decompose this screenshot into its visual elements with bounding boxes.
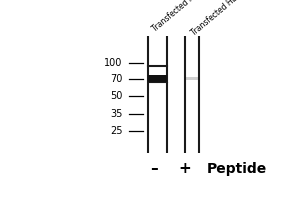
Text: –: – [150,161,158,176]
Bar [186,77,198,80]
Text: 100: 100 [104,58,122,68]
Text: 50: 50 [110,91,122,101]
Text: Transfected HEK-293: Transfected HEK-293 [190,0,256,37]
Text: 25: 25 [110,126,122,136]
Bar [148,75,167,82]
Text: Peptide: Peptide [207,162,268,176]
Text: 70: 70 [110,74,122,84]
Text: Transfected HEK-293: Transfected HEK-293 [150,0,217,34]
Text: +: + [179,161,191,176]
Text: 35: 35 [110,109,122,119]
